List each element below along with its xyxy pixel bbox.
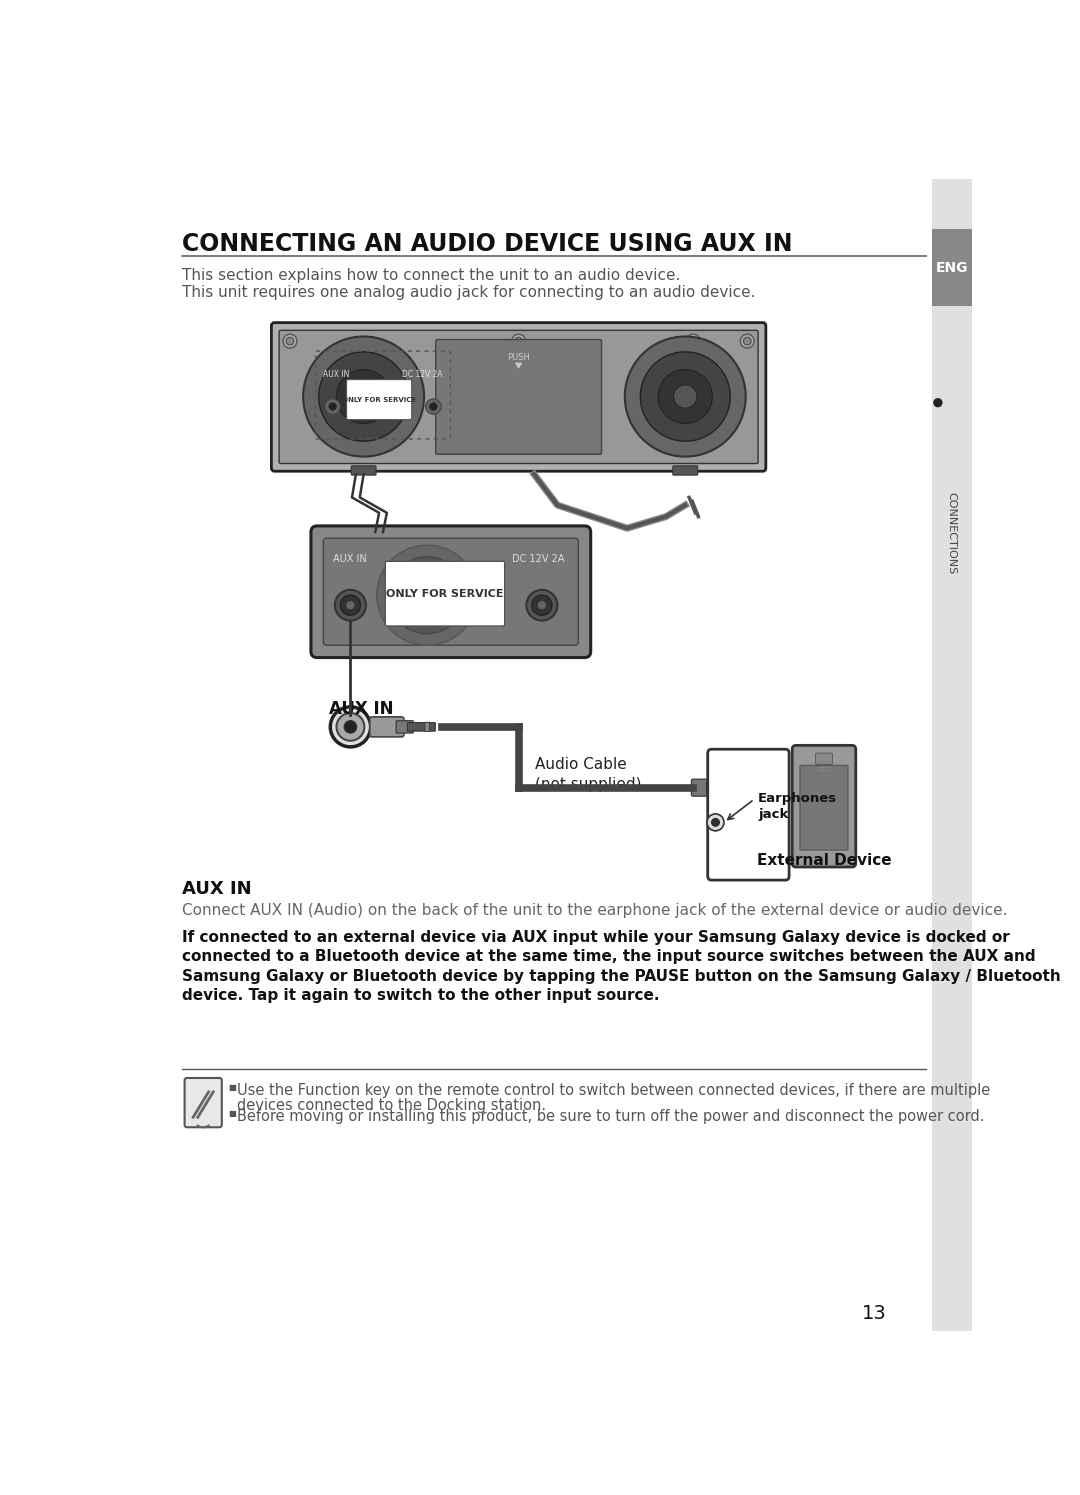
FancyBboxPatch shape (347, 380, 411, 420)
FancyBboxPatch shape (932, 229, 972, 306)
FancyBboxPatch shape (707, 749, 789, 881)
FancyBboxPatch shape (815, 753, 833, 764)
Circle shape (337, 713, 364, 740)
Text: ONLY FOR SERVICE: ONLY FOR SERVICE (342, 396, 416, 402)
Circle shape (404, 573, 450, 619)
Circle shape (352, 386, 375, 408)
Text: External Device: External Device (757, 854, 891, 869)
Text: DC 12V 2A: DC 12V 2A (512, 553, 564, 564)
FancyBboxPatch shape (706, 782, 719, 794)
Text: 13: 13 (862, 1304, 887, 1323)
Circle shape (625, 336, 745, 456)
Circle shape (531, 595, 552, 616)
Text: CONNECTING AN AUDIO DEVICE USING AUX IN: CONNECTING AN AUDIO DEVICE USING AUX IN (181, 232, 792, 256)
Circle shape (389, 556, 465, 634)
Circle shape (345, 721, 356, 733)
Circle shape (740, 335, 754, 348)
Circle shape (335, 591, 366, 620)
Circle shape (512, 335, 526, 348)
Text: :::::: ::::: (818, 765, 829, 771)
Text: ONLY FOR SERVICE: ONLY FOR SERVICE (387, 589, 503, 598)
Text: Earphones
jack: Earphones jack (758, 791, 837, 821)
Polygon shape (515, 363, 523, 369)
Text: connected to a Bluetooth device at the same time, the input source switches betw: connected to a Bluetooth device at the s… (181, 949, 1035, 964)
Circle shape (658, 369, 713, 423)
Text: PUSH: PUSH (508, 353, 530, 362)
FancyBboxPatch shape (932, 179, 972, 1331)
Circle shape (337, 369, 391, 423)
Circle shape (303, 336, 424, 456)
Circle shape (340, 595, 361, 616)
Circle shape (686, 335, 700, 348)
Text: DC 12V 2A: DC 12V 2A (402, 369, 443, 378)
Text: ■: ■ (228, 1109, 235, 1118)
Circle shape (325, 399, 340, 414)
Circle shape (537, 601, 546, 610)
FancyBboxPatch shape (323, 538, 578, 646)
Text: Before moving or installing this product, be sure to turn off the power and disc: Before moving or installing this product… (238, 1109, 985, 1124)
FancyBboxPatch shape (386, 561, 504, 626)
Text: ENG: ENG (935, 262, 968, 275)
Text: AUX IN: AUX IN (323, 369, 350, 378)
Circle shape (426, 399, 441, 414)
Text: CONNECTIONS: CONNECTIONS (947, 492, 957, 574)
Text: AUX IN: AUX IN (328, 700, 393, 718)
Text: AUX IN: AUX IN (333, 553, 366, 564)
Text: This unit requires one analog audio jack for connecting to an audio device.: This unit requires one analog audio jack… (181, 286, 755, 300)
Text: If connected to an external device via AUX input while your Samsung Galaxy devic: If connected to an external device via A… (181, 930, 1009, 945)
Circle shape (743, 338, 751, 345)
Circle shape (283, 335, 297, 348)
FancyBboxPatch shape (271, 323, 766, 471)
Circle shape (674, 386, 697, 408)
Text: Audio Cable
(not supplied): Audio Cable (not supplied) (535, 756, 642, 792)
Circle shape (933, 398, 943, 407)
Text: device. Tap it again to switch to the other input source.: device. Tap it again to switch to the ot… (181, 988, 659, 1003)
Circle shape (430, 402, 437, 411)
FancyBboxPatch shape (185, 1078, 221, 1127)
Circle shape (346, 601, 355, 610)
Circle shape (515, 338, 523, 345)
Text: ■: ■ (228, 1082, 235, 1091)
FancyBboxPatch shape (279, 330, 758, 463)
Text: AUX IN: AUX IN (181, 881, 252, 898)
Circle shape (707, 813, 724, 831)
Text: devices connected to the Docking station.: devices connected to the Docking station… (238, 1097, 546, 1112)
FancyBboxPatch shape (673, 466, 698, 475)
Circle shape (640, 351, 730, 441)
Text: This section explains how to connect the unit to an audio device.: This section explains how to connect the… (181, 268, 680, 283)
Circle shape (377, 546, 477, 646)
Text: Use the Function key on the remote control to switch between connected devices, : Use the Function key on the remote contr… (238, 1082, 990, 1097)
FancyBboxPatch shape (793, 746, 855, 867)
Circle shape (526, 591, 557, 620)
Text: Connect AUX IN (Audio) on the back of the unit to the earphone jack of the exter: Connect AUX IN (Audio) on the back of th… (181, 903, 1007, 918)
Text: Samsung Galaxy or Bluetooth device by tapping the PAUSE button on the Samsung Ga: Samsung Galaxy or Bluetooth device by ta… (181, 969, 1061, 984)
Circle shape (712, 818, 719, 827)
Circle shape (319, 351, 408, 441)
FancyBboxPatch shape (800, 765, 848, 851)
Circle shape (286, 338, 294, 345)
FancyBboxPatch shape (311, 526, 591, 658)
FancyBboxPatch shape (369, 718, 404, 737)
FancyBboxPatch shape (407, 722, 435, 731)
Circle shape (689, 338, 697, 345)
Circle shape (330, 707, 370, 748)
FancyBboxPatch shape (351, 466, 376, 475)
FancyBboxPatch shape (396, 721, 414, 733)
FancyBboxPatch shape (691, 779, 712, 797)
FancyBboxPatch shape (424, 722, 430, 731)
FancyBboxPatch shape (435, 339, 602, 454)
Circle shape (328, 402, 337, 411)
